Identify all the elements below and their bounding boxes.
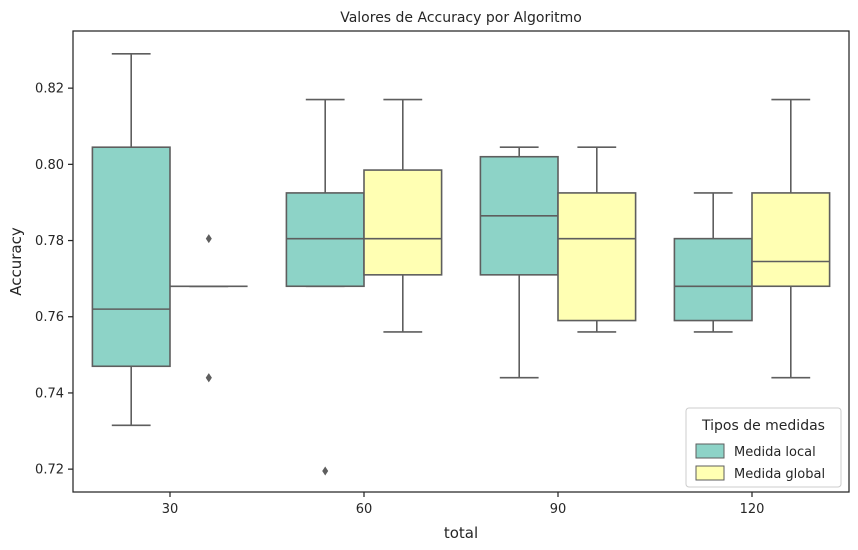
- y-axis-label: Accuracy: [7, 227, 25, 296]
- x-axis-label: total: [444, 524, 478, 542]
- y-tick-label: 0.78: [35, 234, 64, 249]
- box-30-series-2: [170, 234, 248, 383]
- legend-box: [685, 407, 842, 488]
- x-tick-label: 30: [162, 502, 179, 517]
- y-tick-label: 0.72: [35, 463, 64, 478]
- x-tick-label: 90: [550, 502, 567, 517]
- box-90-series-1: [479, 146, 559, 379]
- outlier-point: [205, 234, 212, 244]
- y-tick-label: 0.74: [35, 386, 64, 401]
- outlier-point: [205, 373, 212, 383]
- box-120-series-2: [751, 98, 831, 379]
- box-iqr: [363, 169, 443, 276]
- box-120-series-1: [673, 192, 753, 333]
- legend-title: Tipos de medidas: [701, 418, 825, 434]
- y-axis: 0.72 0.74 0.76 0.78 0.80 0.82: [35, 82, 73, 478]
- box-iqr: [751, 192, 831, 288]
- box-group: [91, 53, 831, 476]
- box-iqr: [557, 192, 637, 322]
- y-tick-label: 0.76: [35, 310, 64, 325]
- box-iqr: [285, 192, 365, 288]
- x-tick-label: 60: [356, 502, 373, 517]
- box-iqr: [91, 146, 171, 368]
- legend-swatch: [695, 465, 725, 481]
- outlier-point: [322, 466, 329, 476]
- box-30-series-1: [91, 53, 171, 427]
- y-tick-label: 0.82: [35, 82, 64, 97]
- chart-title: Valores de Accuracy por Algoritmo: [340, 10, 582, 26]
- box-60-series-2: [363, 98, 443, 333]
- box-90-series-2: [557, 146, 637, 333]
- y-tick-label: 0.80: [35, 158, 64, 173]
- legend-label: Medida global: [734, 467, 825, 482]
- legend-label: Medida local: [734, 445, 816, 460]
- x-tick-label: 120: [740, 502, 765, 517]
- box-iqr: [673, 237, 753, 322]
- legend: Tipos de medidas Medida local Medida globa…: [685, 407, 842, 488]
- plot-frame: [72, 30, 850, 493]
- x-axis: 30 60 90 120: [162, 492, 765, 517]
- box-60-series-1: [285, 98, 365, 476]
- legend-swatch: [695, 443, 725, 459]
